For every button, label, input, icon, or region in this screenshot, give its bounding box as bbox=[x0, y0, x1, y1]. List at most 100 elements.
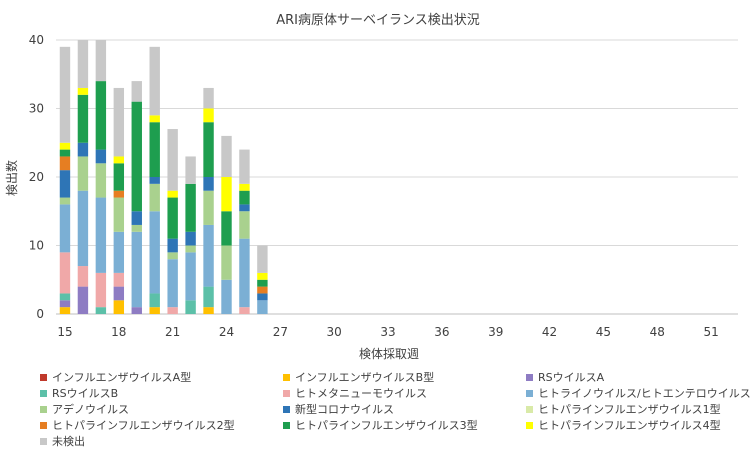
y-tick-label: 0 bbox=[36, 307, 44, 321]
bar-segment bbox=[239, 190, 250, 205]
bar-segment bbox=[95, 307, 107, 314]
legend-swatch bbox=[40, 421, 47, 429]
bar-segment bbox=[95, 272, 107, 308]
bar-segment bbox=[149, 115, 160, 123]
legend-swatch bbox=[526, 405, 533, 413]
legend-item: ヒトメタニューモウイルス bbox=[283, 386, 526, 400]
legend-item: アデノウイルス bbox=[40, 402, 283, 416]
y-tick-label: 30 bbox=[29, 102, 44, 116]
legend-swatch bbox=[526, 389, 533, 397]
legend-item: ヒトライノウイルス/ヒトエンテロウイルス bbox=[526, 386, 756, 400]
legend-item: 未検出 bbox=[40, 434, 283, 448]
bar-segment bbox=[95, 40, 107, 82]
bar-segment bbox=[257, 272, 268, 280]
legend-label: ヒトパラインフルエンザウイルス2型 bbox=[52, 419, 235, 432]
bar-segment bbox=[95, 81, 107, 150]
bars bbox=[59, 40, 268, 314]
bar-segment bbox=[167, 259, 178, 308]
bar-segment bbox=[149, 122, 160, 177]
bar-segment bbox=[203, 87, 214, 109]
legend-label: ヒトパラインフルエンザウイルス4型 bbox=[538, 419, 721, 432]
bar-segment bbox=[113, 300, 125, 314]
bar-segment bbox=[131, 81, 142, 102]
bar-segment bbox=[239, 307, 250, 314]
legend-item: ヒトパラインフルエンザウイルス3型 bbox=[283, 418, 526, 432]
bar-segment bbox=[239, 204, 250, 212]
y-axis-label: 検出数 bbox=[4, 160, 19, 196]
bar-segment bbox=[203, 122, 214, 177]
x-tick-label: 39 bbox=[488, 325, 503, 339]
legend-item: ヒトパラインフルエンザウイルス4型 bbox=[526, 418, 756, 432]
bar-segment bbox=[59, 170, 71, 198]
legend-swatch bbox=[283, 421, 290, 429]
bar-segment bbox=[257, 279, 268, 287]
x-tick-label: 36 bbox=[434, 325, 449, 339]
bar-segment bbox=[59, 252, 71, 294]
bar-segment bbox=[95, 149, 107, 164]
bar-segment bbox=[149, 211, 160, 294]
bar-segment bbox=[113, 197, 125, 232]
bar-segment bbox=[167, 129, 178, 191]
bar-segment bbox=[77, 156, 89, 191]
bar-segment bbox=[221, 177, 232, 212]
bar-segment bbox=[95, 163, 107, 198]
bar-segment bbox=[77, 87, 89, 95]
bar-segment bbox=[77, 190, 89, 267]
bar-segment bbox=[239, 183, 250, 191]
bar-segment bbox=[167, 238, 178, 253]
bar-segment bbox=[59, 156, 71, 171]
bar-segment bbox=[239, 211, 250, 239]
legend-label: ヒトパラインフルエンザウイルス3型 bbox=[295, 419, 478, 432]
legend-swatch bbox=[40, 373, 47, 381]
bar-segment bbox=[77, 142, 89, 157]
legend-swatch bbox=[526, 373, 533, 381]
bar-segment bbox=[149, 183, 160, 212]
x-tick-label: 15 bbox=[57, 325, 72, 339]
x-tick-label: 21 bbox=[165, 325, 180, 339]
legend-swatch bbox=[283, 373, 290, 381]
legend-swatch bbox=[283, 389, 290, 397]
bar-segment bbox=[185, 231, 196, 246]
bar-segment bbox=[239, 149, 250, 184]
x-tick-label: 45 bbox=[596, 325, 611, 339]
legend-label: 新型コロナウイルス bbox=[295, 403, 394, 416]
bar-segment bbox=[239, 238, 250, 308]
legend-swatch bbox=[40, 437, 47, 445]
bar-segment bbox=[113, 163, 125, 191]
bar-segment bbox=[131, 211, 142, 225]
bar-segment bbox=[221, 279, 232, 314]
legend-swatch bbox=[283, 405, 290, 413]
x-tick-label: 42 bbox=[542, 325, 557, 339]
legend-item: RSウイルスA bbox=[526, 370, 756, 384]
bar-segment bbox=[59, 307, 71, 314]
bar-segment bbox=[59, 197, 71, 205]
x-tick-label: 24 bbox=[219, 325, 234, 339]
bar-segment bbox=[167, 252, 178, 260]
legend-label: ヒトパラインフルエンザウイルス1型 bbox=[538, 403, 721, 416]
bar-segment bbox=[77, 94, 89, 143]
bar-segment bbox=[113, 231, 125, 273]
bar-segment bbox=[59, 46, 71, 143]
bar-segment bbox=[131, 101, 142, 212]
bar-segment bbox=[167, 190, 178, 198]
bar-segment bbox=[149, 307, 160, 314]
bar-segment bbox=[113, 286, 125, 301]
bar-segment bbox=[77, 286, 89, 314]
legend-swatch bbox=[526, 421, 533, 429]
bar-segment bbox=[149, 293, 160, 308]
legend-label: ヒトライノウイルス/ヒトエンテロウイルス bbox=[538, 387, 751, 400]
legend-item: ヒトパラインフルエンザウイルス2型 bbox=[40, 418, 283, 432]
bar-segment bbox=[77, 266, 89, 287]
bar-segment bbox=[59, 204, 71, 253]
bar-segment bbox=[59, 300, 71, 308]
bar-segment bbox=[59, 142, 71, 150]
bar-segment bbox=[203, 190, 214, 225]
x-tick-label: 27 bbox=[273, 325, 288, 339]
legend-item: ヒトパラインフルエンザウイルス1型 bbox=[526, 402, 756, 416]
y-tick-label: 40 bbox=[29, 33, 44, 47]
bar-segment bbox=[59, 293, 71, 301]
bar-segment bbox=[167, 307, 178, 314]
bar-segment bbox=[113, 190, 125, 198]
x-tick-label: 18 bbox=[111, 325, 126, 339]
